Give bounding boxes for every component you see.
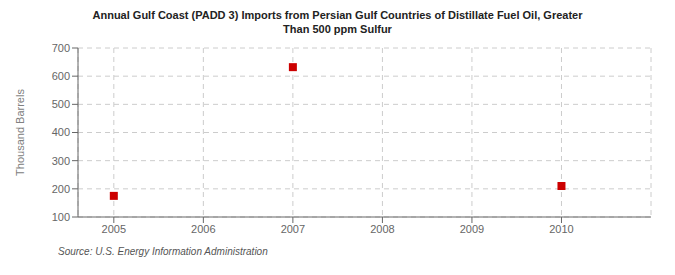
- svg-text:500: 500: [52, 98, 70, 110]
- html-text:Source: U.S. Energy Informatio: Source: U.S. Energy Information Administ…: [58, 246, 268, 257]
- svg-text:2010: 2010: [549, 223, 573, 235]
- svg-text:200: 200: [52, 183, 70, 195]
- html-text:Annual Gulf Coast (PADD 3) Imp: Annual Gulf Coast (PADD 3) Imports from …: [92, 9, 583, 35]
- svg-text:600: 600: [52, 70, 70, 82]
- svg-text:2007: 2007: [281, 223, 305, 235]
- svg-text:300: 300: [52, 155, 70, 167]
- svg-text:2009: 2009: [460, 223, 484, 235]
- svg-text:100: 100: [52, 211, 70, 223]
- svg-text:Thousand Barrels: Thousand Barrels: [14, 89, 26, 176]
- svg-text:400: 400: [52, 126, 70, 138]
- svg-text:2006: 2006: [191, 223, 215, 235]
- svg-text:2005: 2005: [102, 223, 126, 235]
- svg-text:2008: 2008: [370, 223, 394, 235]
- svg-text:700: 700: [52, 42, 70, 54]
